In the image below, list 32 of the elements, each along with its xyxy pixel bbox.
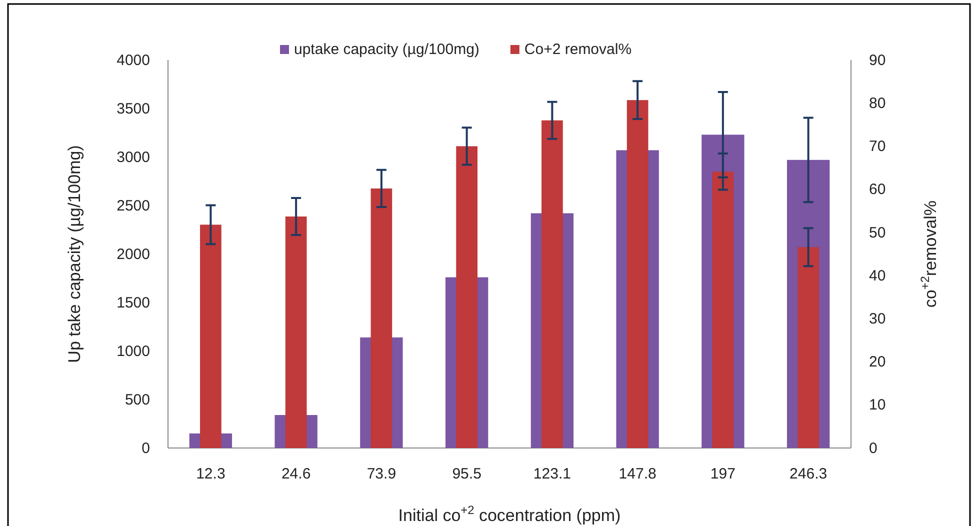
bar [798, 247, 819, 448]
y2-tick-label: 90 [869, 52, 886, 69]
x-tick-label: 197 [710, 466, 736, 483]
x-tick-label: 24.6 [281, 466, 311, 483]
x-axis-title: Initial co$^{+2}$ cocentration (ppm) [398, 503, 621, 525]
y2-tick-label: 40 [869, 267, 886, 284]
y2-tick-label: 10 [869, 396, 886, 414]
legend-label: Co+2 removal% [524, 41, 632, 58]
x-tick-label: 147.8 [618, 466, 656, 483]
y-axis-title: Up take capacity (µg/100mg) [65, 145, 84, 363]
x-tick-label: 123.1 [533, 466, 571, 483]
y2-tick-label: 50 [869, 224, 886, 242]
y-tick-label: 3000 [116, 148, 150, 166]
y-tick-label: 4000 [116, 52, 150, 69]
legend-label: uptake capacity (µg/100mg) [294, 41, 480, 58]
y2-tick-label: 0 [869, 440, 878, 457]
y-tick-label: 3500 [116, 100, 150, 118]
y2-tick-label: 20 [869, 354, 886, 371]
y2-tick-label: 70 [869, 138, 886, 156]
x-tick-label: 95.5 [452, 466, 482, 483]
y2-tick-label: 30 [869, 310, 886, 328]
y-tick-label: 2500 [116, 197, 150, 214]
y2-tick-label: 60 [869, 181, 886, 198]
y-tick-label: 500 [124, 391, 150, 408]
y2-tick-label: 80 [869, 94, 886, 112]
y-tick-label: 0 [142, 440, 150, 457]
x-tick-label: 73.9 [366, 466, 396, 483]
y-tick-label: 1500 [116, 294, 150, 312]
y-tick-label: 2000 [116, 246, 150, 263]
y-tick-label: 1000 [116, 342, 150, 360]
x-tick-label: 246.3 [790, 466, 828, 483]
x-tick-label: 12.3 [196, 466, 226, 483]
